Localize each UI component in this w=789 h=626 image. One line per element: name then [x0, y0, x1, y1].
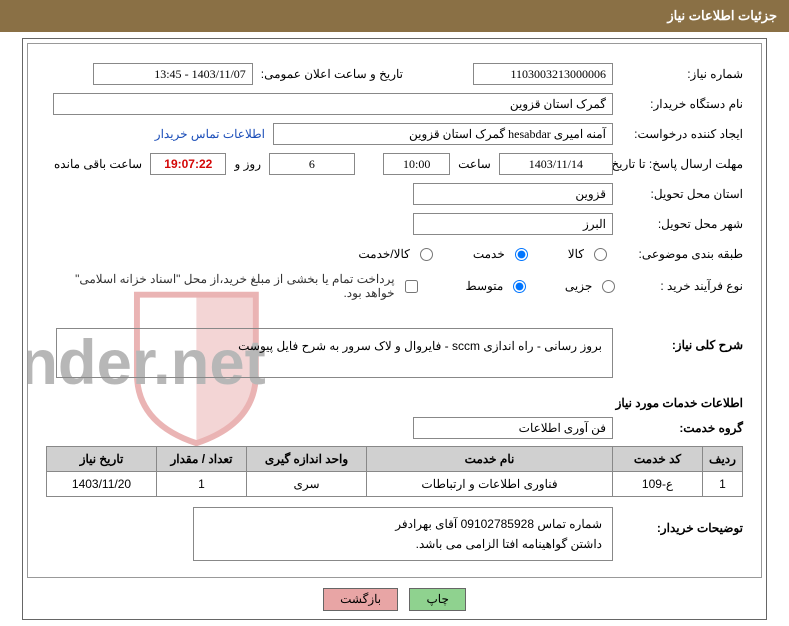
outer-frame: AriaTender.net شماره نیاز: 1103003213000… — [22, 38, 767, 620]
td-qty: 1 — [157, 472, 247, 497]
table-row: 1 ع-109 فناوری اطلاعات و ارتباطات سری 1 … — [47, 472, 743, 497]
button-row: چاپ بازگشت — [27, 588, 762, 611]
days-and-label: روز و — [226, 157, 269, 171]
days-remaining: 6 — [269, 153, 355, 175]
delivery-city-label: شهر محل تحویل: — [613, 217, 743, 231]
cat-goods-radio[interactable] — [594, 248, 607, 261]
announce-dt-label: تاریخ و ساعت اعلان عمومی: — [253, 67, 403, 81]
row-requester: ایجاد کننده درخواست: آمنه امیری hesabdar… — [46, 122, 743, 146]
time-word: ساعت — [450, 157, 499, 171]
delivery-province-label: استان محل تحویل: — [613, 187, 743, 201]
contact-link[interactable]: اطلاعات تماس خریدار — [155, 127, 265, 141]
services-header: اطلاعات خدمات مورد نیاز — [46, 396, 743, 410]
row-need-number: شماره نیاز: 1103003213000006 تاریخ و ساع… — [46, 62, 743, 86]
remain-label: ساعت باقی مانده — [46, 157, 150, 171]
cat-goods-label: کالا — [560, 247, 584, 261]
payment-checkbox[interactable] — [405, 280, 418, 293]
need-number-label: شماره نیاز: — [613, 67, 743, 81]
group-value: فن آوری اطلاعات — [413, 417, 613, 439]
th-qty: تعداد / مقدار — [157, 447, 247, 472]
row-deadline: مهلت ارسال پاسخ: تا تاریخ: 1403/11/14 سا… — [46, 152, 743, 176]
page-title: جزئیات اطلاعات نیاز — [667, 8, 777, 23]
td-name: فناوری اطلاعات و ارتباطات — [367, 472, 613, 497]
inner-frame: AriaTender.net شماره نیاز: 1103003213000… — [27, 43, 762, 578]
delivery-province-value: قزوین — [413, 183, 613, 205]
th-code: کد خدمت — [613, 447, 703, 472]
deadline-date: 1403/11/14 — [499, 153, 613, 175]
payment-note: پرداخت تمام یا بخشی از مبلغ خرید،از محل … — [46, 272, 395, 300]
print-button[interactable]: چاپ — [409, 588, 465, 611]
buyer-org-label: نام دستگاه خریدار: — [613, 97, 743, 111]
th-row: ردیف — [703, 447, 743, 472]
row-process: نوع فرآیند خرید : جزیی متوسط پرداخت تمام… — [46, 272, 743, 300]
row-delivery-province: استان محل تحویل: قزوین — [46, 182, 743, 206]
row-buyer-notes: توضیحات خریدار: شماره تماس 09102785928 آ… — [46, 507, 743, 561]
delivery-city-value: البرز — [413, 213, 613, 235]
row-buyer-org: نام دستگاه خریدار: گمرک استان قزوین — [46, 92, 743, 116]
requester-label: ایجاد کننده درخواست: — [613, 127, 743, 141]
announce-dt-value: 1403/11/07 - 13:45 — [93, 63, 253, 85]
th-name: نام خدمت — [367, 447, 613, 472]
cat-service-label: خدمت — [465, 247, 505, 261]
need-number-value: 1103003213000006 — [473, 63, 613, 85]
back-button[interactable]: بازگشت — [323, 588, 398, 611]
deadline-label: مهلت ارسال پاسخ: تا تاریخ: — [613, 157, 743, 171]
category-label: طبقه بندی موضوعی: — [613, 247, 743, 261]
td-row: 1 — [703, 472, 743, 497]
countdown-timer: 19:07:22 — [150, 153, 226, 175]
group-label: گروه خدمت: — [613, 421, 743, 435]
requester-value: آمنه امیری hesabdar گمرک استان قزوین — [273, 123, 613, 145]
proc-minor-label: جزیی — [557, 279, 592, 293]
table-header-row: ردیف کد خدمت نام خدمت واحد اندازه گیری ت… — [47, 447, 743, 472]
row-service-group: گروه خدمت: فن آوری اطلاعات — [46, 416, 743, 440]
cat-both-label: کالا/خدمت — [350, 247, 409, 261]
row-delivery-city: شهر محل تحویل: البرز — [46, 212, 743, 236]
td-date: 1403/11/20 — [47, 472, 157, 497]
services-table: ردیف کد خدمت نام خدمت واحد اندازه گیری ت… — [46, 446, 743, 497]
proc-medium-radio[interactable] — [513, 280, 526, 293]
process-label: نوع فرآیند خرید : — [621, 279, 743, 293]
proc-minor-radio[interactable] — [602, 280, 615, 293]
buyer-org-value: گمرک استان قزوین — [53, 93, 613, 115]
summary-label: شرح کلی نیاز: — [613, 338, 743, 352]
summary-text: بروز رسانی - راه اندازی sccm - فایروال و… — [56, 328, 613, 378]
proc-medium-label: متوسط — [458, 279, 504, 293]
td-code: ع-109 — [613, 472, 703, 497]
deadline-time: 10:00 — [383, 153, 450, 175]
buyer-notes-label: توضیحات خریدار: — [613, 521, 743, 555]
th-date: تاریخ نیاز — [47, 447, 157, 472]
buyer-notes-text: شماره تماس 09102785928 آقای بهرادفر داشت… — [193, 507, 613, 561]
content: شماره نیاز: 1103003213000006 تاریخ و ساع… — [46, 62, 743, 561]
td-unit: سری — [247, 472, 367, 497]
cat-service-radio[interactable] — [515, 248, 528, 261]
row-category: طبقه بندی موضوعی: کالا خدمت کالا/خدمت — [46, 242, 743, 266]
cat-both-radio[interactable] — [420, 248, 433, 261]
th-unit: واحد اندازه گیری — [247, 447, 367, 472]
page-header: جزئیات اطلاعات نیاز — [0, 0, 789, 32]
